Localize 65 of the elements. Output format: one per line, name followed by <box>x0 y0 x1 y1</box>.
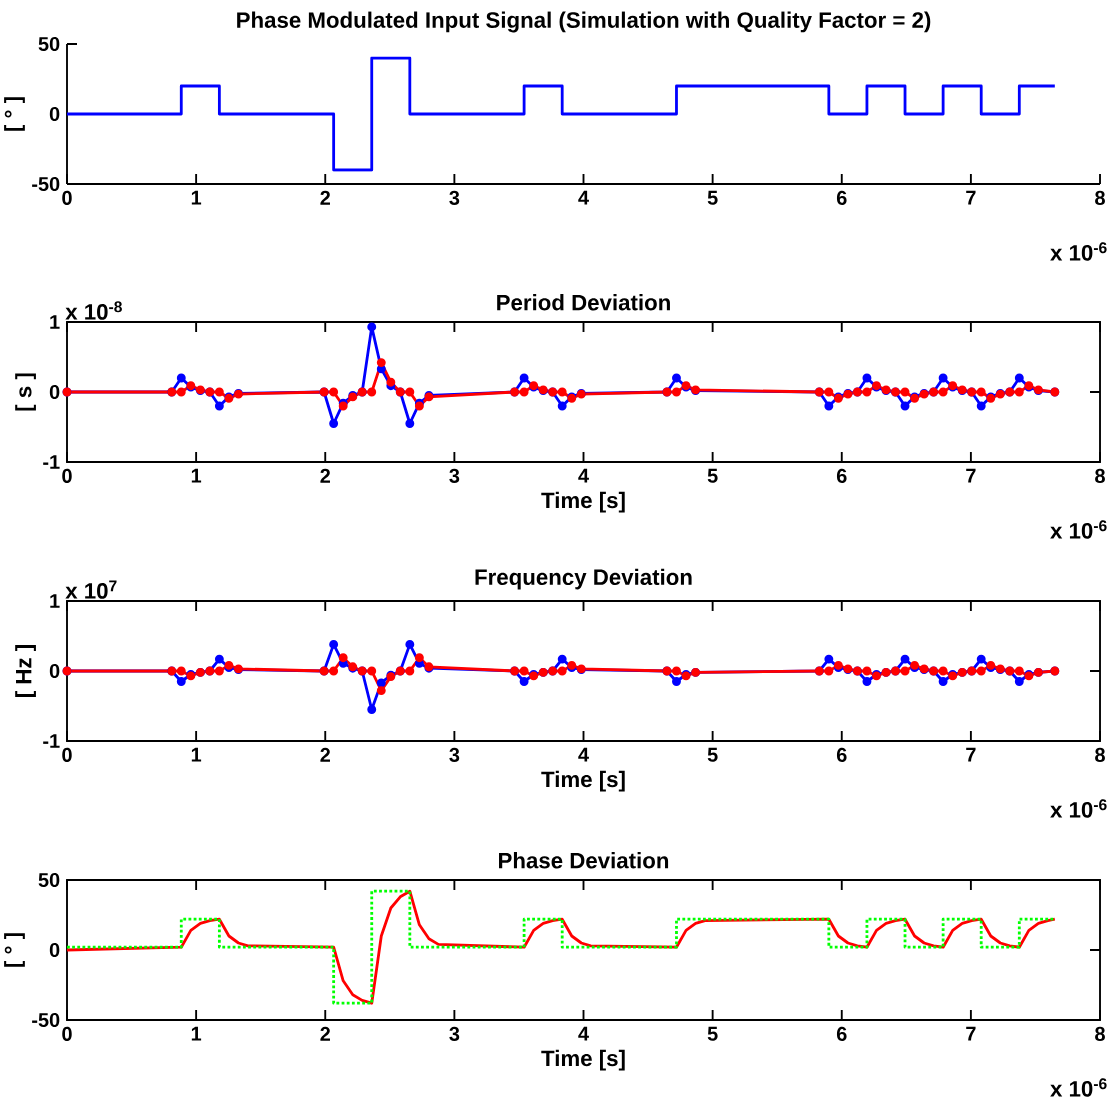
x-tick-label: 2 <box>320 1026 330 1041</box>
y-tick-label: 0 <box>49 106 60 122</box>
chart-title: Period Deviation <box>497 294 670 311</box>
y-tick-label: 1 <box>50 594 60 608</box>
text: x 10$^{7}$ <box>65 580 117 599</box>
x-tick-label: 1 <box>191 1026 202 1041</box>
y-tick-label: -1 <box>43 455 60 469</box>
x-tick-label: 0 <box>62 1026 72 1041</box>
x-axis-title: Time [s] <box>541 491 625 513</box>
x-tick-label: 4 <box>578 1026 589 1041</box>
y-tick-label: 1 <box>50 315 60 329</box>
y-tick-label: 0 <box>49 663 60 679</box>
x-tick-label: 5 <box>707 190 718 205</box>
x-tick-label: 7 <box>966 1026 976 1041</box>
x-axis-title: Time [s] <box>541 1049 625 1071</box>
x-tick-label: 0 <box>62 747 72 762</box>
x-tick-label: 3 <box>449 1026 460 1041</box>
text: x 10$^{-6}$ <box>1050 242 1107 261</box>
chart-title: Phase Deviation <box>499 852 669 869</box>
x-tick-label: 0 <box>62 190 72 205</box>
x-tick-label: 8 <box>1095 1026 1105 1041</box>
y-tick-label: 0 <box>49 942 60 958</box>
text: x 10$^{-8}$ <box>65 301 122 320</box>
x-tick-label: 0 <box>62 468 72 483</box>
x-tick-label: 2 <box>320 747 330 762</box>
chart-title: Phase Modulated Input Signal (Simulation with Quality Factor = 2) <box>237 11 931 33</box>
x-tick-label: 1 <box>191 468 202 483</box>
y-axis-title: [ ° ] <box>4 933 25 967</box>
y-axis-title: [ s ] <box>15 373 36 411</box>
x-tick-label: 8 <box>1095 190 1105 205</box>
x-tick-label: 7 <box>966 190 976 205</box>
text: x 10$^{-6}$ <box>1050 520 1107 539</box>
chart-title: Frequency Deviation <box>475 568 692 590</box>
x-axis-title: Time [s] <box>541 770 625 792</box>
x-tick-label: 6 <box>836 468 847 483</box>
y-tick-label: 0 <box>49 384 60 400</box>
y-tick-label: 50 <box>38 36 60 52</box>
x-tick-label: 6 <box>836 1026 847 1041</box>
x-tick-label: 2 <box>320 468 330 483</box>
x-tick-label: 6 <box>836 190 847 205</box>
x-tick-label: 4 <box>578 468 589 483</box>
x-tick-label: 4 <box>578 747 589 762</box>
x-tick-label: 2 <box>320 190 330 205</box>
x-tick-label: 7 <box>966 468 976 483</box>
x-tick-label: 8 <box>1095 468 1105 483</box>
x-tick-label: 8 <box>1095 747 1105 762</box>
text: x 10$^{-6}$ <box>1050 799 1107 818</box>
x-tick-label: 1 <box>191 747 202 762</box>
y-axis-title: [ Hz ] <box>15 645 36 697</box>
x-tick-label: 3 <box>449 468 460 483</box>
x-tick-label: 5 <box>707 468 718 483</box>
y-tick-label: -50 <box>32 1012 60 1028</box>
y-tick-label: 50 <box>38 872 60 888</box>
y-tick-label: -50 <box>32 176 60 192</box>
x-tick-label: 5 <box>707 1026 718 1041</box>
y-tick-label: -1 <box>43 734 60 748</box>
x-tick-label: 1 <box>191 190 202 205</box>
x-tick-label: 3 <box>449 747 460 762</box>
x-tick-label: 4 <box>578 190 589 205</box>
x-tick-label: 7 <box>966 747 976 762</box>
x-tick-label: 5 <box>707 747 718 762</box>
x-tick-label: 6 <box>836 747 847 762</box>
y-axis-title: [ ° ] <box>4 97 25 131</box>
x-tick-label: 3 <box>449 190 460 205</box>
text: x 10$^{-6}$ <box>1050 1078 1107 1097</box>
